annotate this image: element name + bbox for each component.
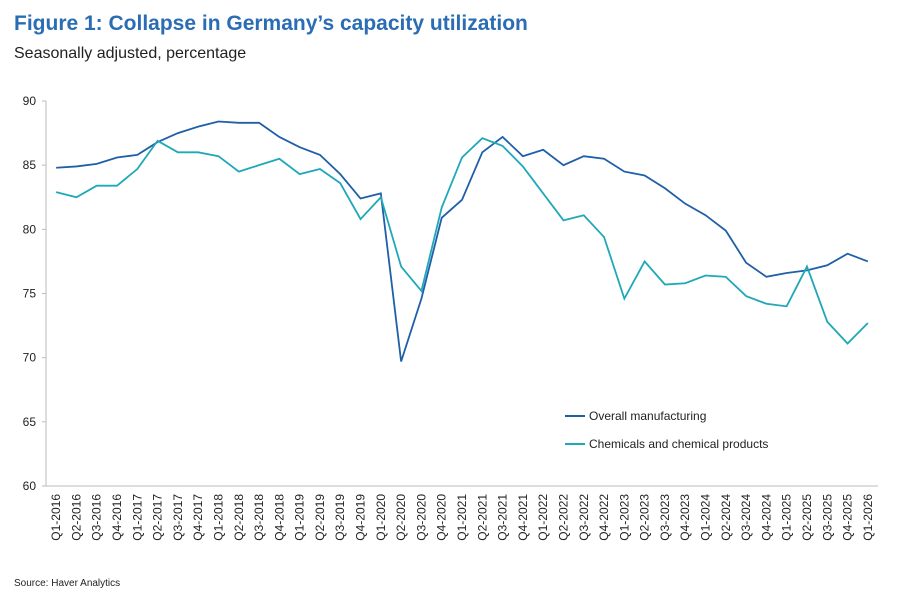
x-tick-label: Q4-2017 <box>191 494 205 541</box>
x-tick-label: Q3-2025 <box>820 494 834 541</box>
x-tick-label: Q1-2017 <box>130 494 144 541</box>
x-tick-label: Q2-2019 <box>313 494 327 541</box>
x-tick-label: Q3-2020 <box>414 494 428 541</box>
x-tick-label: Q1-2022 <box>536 494 550 541</box>
x-tick-label: Q2-2023 <box>638 494 652 541</box>
x-tick-label: Q3-2021 <box>496 494 510 541</box>
x-tick-label: Q2-2022 <box>556 494 570 541</box>
x-tick-label: Q3-2022 <box>577 494 591 541</box>
x-tick-label: Q3-2019 <box>333 494 347 541</box>
x-tick-label: Q3-2018 <box>252 494 266 541</box>
chart-title: Figure 1: Collapse in Germany’s capacity… <box>14 12 528 35</box>
legend-label: Overall manufacturing <box>589 409 706 423</box>
x-tick-label: Q4-2018 <box>272 494 286 541</box>
source: Source: Haver Analytics <box>14 578 120 589</box>
y-tick-label: 85 <box>23 158 37 172</box>
y-tick-label: 70 <box>23 351 37 365</box>
x-tick-label: Q1-2020 <box>374 494 388 541</box>
x-tick-label: Q3-2017 <box>171 494 185 541</box>
x-tick-label: Q2-2016 <box>69 494 83 541</box>
chart-subtitle: Seasonally adjusted, percentage <box>14 45 246 62</box>
x-tick-label: Q1-2023 <box>617 494 631 541</box>
x-tick-label: Q3-2024 <box>739 494 753 541</box>
x-tick-label: Q4-2019 <box>354 494 368 541</box>
x-tick-label: Q4-2025 <box>841 494 855 541</box>
x-tick-label: Q2-2018 <box>232 494 246 541</box>
x-tick-label: Q3-2016 <box>90 494 104 541</box>
x-tick-label: Q2-2024 <box>719 494 733 541</box>
x-tick-label: Q4-2016 <box>110 494 124 541</box>
x-tick-label: Q3-2023 <box>658 494 672 541</box>
x-tick-label: Q2-2020 <box>394 494 408 541</box>
y-tick-label: 65 <box>23 415 37 429</box>
line <box>56 120 869 362</box>
x-tick-label: Q1-2019 <box>293 494 307 541</box>
x-tick-label: Q2-2017 <box>151 494 165 541</box>
x-tick-label: Q1-2024 <box>699 494 713 541</box>
x-tick-label: Q2-2025 <box>800 494 814 541</box>
y-tick-label: 60 <box>23 479 37 493</box>
line <box>55 137 869 345</box>
x-tick-label: Q4-2021 <box>516 494 530 541</box>
x-tick-label: Q1-2025 <box>780 494 794 541</box>
x-tick-label: Q1-2021 <box>455 494 469 541</box>
y-tick-label: 90 <box>23 94 37 108</box>
x-tick-label: Q1-2026 <box>861 494 875 541</box>
x-tick-label: Q1-2018 <box>211 494 225 541</box>
legend-label: Chemicals and chemical products <box>589 437 768 451</box>
x-tick-label: Q4-2022 <box>597 494 611 541</box>
x-tick-label: Q4-2020 <box>435 494 449 541</box>
x-tick-label: Q1-2016 <box>49 494 63 541</box>
x-tick-label: Q2-2021 <box>475 494 489 541</box>
x-tick-label: Q4-2023 <box>678 494 692 541</box>
y-tick-label: 80 <box>23 222 37 236</box>
y-tick-label: 75 <box>23 287 37 301</box>
x-tick-label: Q4-2024 <box>759 494 773 541</box>
